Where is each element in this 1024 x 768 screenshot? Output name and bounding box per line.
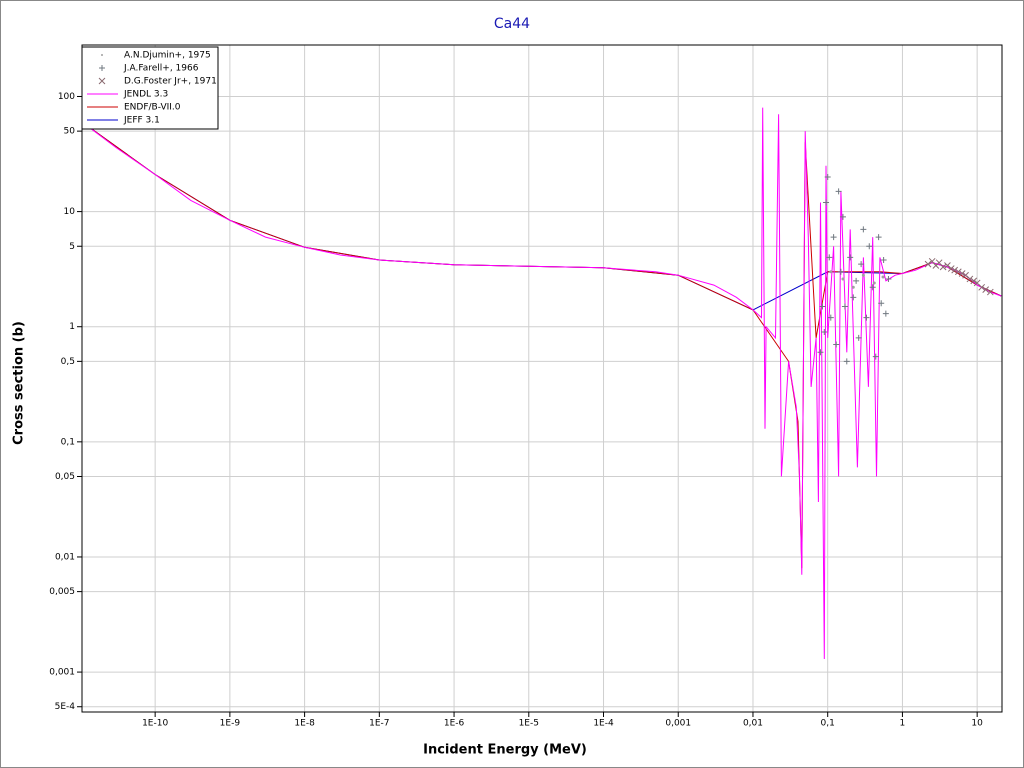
data-point (954, 268, 962, 276)
data-point (839, 213, 846, 220)
x-tick-label: 1E-6 (444, 719, 465, 729)
data-point (858, 261, 865, 268)
plot-content (82, 107, 1002, 660)
data-point (824, 173, 831, 180)
data-point (855, 334, 862, 341)
data-point (951, 266, 959, 274)
data-point (829, 270, 833, 274)
legend-label: A.N.Djumin+, 1975 (124, 51, 211, 61)
y-tick-label: 5 (69, 242, 75, 252)
data-point (882, 310, 889, 317)
data-point (978, 283, 986, 291)
data-point (944, 262, 951, 269)
y-tick-label: 0,005 (49, 587, 75, 597)
legend-label: ENDF/B-VII.0 (124, 103, 181, 113)
x-tick-label: 0,01 (743, 719, 763, 729)
data-point (875, 234, 882, 241)
data-point (982, 286, 990, 293)
x-axis-label: Incident Energy (MeV) (423, 743, 587, 758)
data-point (939, 263, 947, 271)
x-tick-label: 1E-8 (294, 719, 315, 729)
y-tick-label: 0,01 (55, 552, 75, 562)
data-point (863, 314, 870, 321)
data-point (841, 303, 848, 310)
chart-title: Ca44 (494, 16, 530, 32)
legend-box (81, 46, 219, 130)
y-axis-label: Cross section (b) (12, 321, 27, 445)
y-tick-label: 50 (64, 127, 76, 137)
data-point (843, 358, 850, 365)
data-point (841, 277, 845, 281)
data-point (881, 275, 885, 279)
data-point (821, 328, 828, 335)
y-tick-label: 10 (64, 207, 76, 217)
data-point (966, 275, 974, 283)
y-tick-label: 0,5 (61, 357, 75, 367)
x-tick-label: 1E-10 (142, 719, 168, 729)
y-tick-label: 100 (58, 92, 75, 102)
data-point (880, 256, 887, 263)
data-point (872, 281, 876, 285)
y-tick-label: 5E-4 (55, 702, 76, 712)
x-tick-label: 1 (900, 719, 906, 729)
data-point (851, 285, 855, 289)
legend-label: J.A.Farell+, 1966 (123, 64, 199, 74)
data-point (986, 288, 994, 296)
data-point (861, 273, 865, 277)
data-point (924, 260, 932, 268)
legend-label: D.G.Foster Jr+, 1971 (124, 77, 217, 87)
data-point (970, 277, 978, 285)
x-tick-label: 1E-9 (220, 719, 241, 729)
data-point (869, 284, 876, 291)
data-point (826, 254, 833, 261)
y-tick-label: 0,05 (55, 472, 75, 482)
data-point (853, 277, 860, 284)
data-point (833, 341, 840, 348)
data-point (819, 303, 826, 310)
data-point (878, 300, 885, 307)
x-tick-label: 10 (971, 719, 983, 729)
data-point (958, 270, 966, 277)
y-tick-label: 1 (69, 322, 75, 332)
data-point (947, 265, 955, 272)
data-point (885, 275, 892, 282)
data-point (850, 294, 857, 301)
data-line (82, 107, 1002, 660)
x-tick-label: 1E-7 (369, 719, 389, 729)
plot-area (82, 45, 1002, 712)
data-line (82, 121, 1002, 569)
x-tick-label: 0,1 (821, 719, 835, 729)
legend-swatch (101, 54, 103, 56)
x-tick-label: 1E-4 (593, 719, 614, 729)
y-tick-label: 0,1 (61, 437, 75, 447)
data-point (872, 353, 879, 360)
legend-label: JEFF 3.1 (123, 116, 160, 126)
y-tick-label: 0,001 (49, 668, 75, 678)
legend-label: JENDL 3.3 (123, 90, 168, 100)
x-tick-label: 0,001 (665, 719, 691, 729)
data-point (835, 188, 842, 195)
data-point (817, 349, 824, 356)
data-point (830, 234, 837, 241)
data-point (860, 226, 867, 233)
data-point (847, 254, 854, 261)
data-point (837, 268, 844, 275)
plot-border (81, 44, 1003, 713)
legend-swatch (98, 77, 106, 85)
data-point (866, 243, 873, 250)
data-point (823, 199, 830, 206)
x-tick-label: 1E-5 (519, 719, 539, 729)
data-point (827, 314, 834, 321)
legend-swatch (99, 65, 105, 71)
